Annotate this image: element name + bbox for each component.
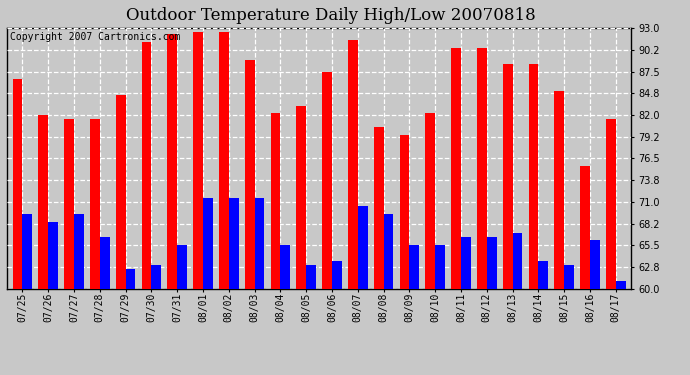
Bar: [590, 240, 600, 289]
Bar: [12, 80, 22, 289]
Bar: [435, 245, 445, 289]
Bar: [306, 265, 316, 289]
Bar: [426, 113, 435, 289]
Bar: [374, 127, 384, 289]
Bar: [332, 261, 342, 289]
Bar: [538, 261, 549, 289]
Bar: [177, 245, 187, 289]
Bar: [487, 237, 497, 289]
Bar: [22, 214, 32, 289]
Bar: [100, 237, 110, 289]
Bar: [322, 72, 332, 289]
Bar: [580, 166, 590, 289]
Text: Copyright 2007 Cartronics.com: Copyright 2007 Cartronics.com: [10, 32, 180, 42]
Text: Outdoor Temperature Daily High/Low 20070818: Outdoor Temperature Daily High/Low 20070…: [126, 8, 536, 24]
Bar: [126, 269, 135, 289]
Bar: [193, 32, 203, 289]
Bar: [409, 245, 420, 289]
Bar: [564, 265, 574, 289]
Bar: [116, 95, 126, 289]
Bar: [384, 214, 393, 289]
Bar: [503, 64, 513, 289]
Bar: [400, 135, 409, 289]
Bar: [151, 265, 161, 289]
Bar: [64, 119, 74, 289]
Bar: [255, 198, 264, 289]
Bar: [606, 119, 616, 289]
Bar: [90, 119, 100, 289]
Bar: [219, 32, 229, 289]
Bar: [529, 64, 538, 289]
Bar: [229, 198, 239, 289]
Bar: [48, 222, 58, 289]
Bar: [358, 206, 368, 289]
Bar: [616, 281, 626, 289]
Bar: [141, 42, 151, 289]
Bar: [297, 105, 306, 289]
Bar: [477, 48, 487, 289]
Bar: [245, 60, 255, 289]
Bar: [348, 40, 358, 289]
Bar: [270, 113, 280, 289]
Bar: [74, 214, 83, 289]
Bar: [280, 245, 290, 289]
Bar: [39, 115, 48, 289]
Bar: [513, 234, 522, 289]
Bar: [168, 34, 177, 289]
Bar: [203, 198, 213, 289]
Bar: [555, 91, 564, 289]
Bar: [451, 48, 461, 289]
Bar: [461, 237, 471, 289]
